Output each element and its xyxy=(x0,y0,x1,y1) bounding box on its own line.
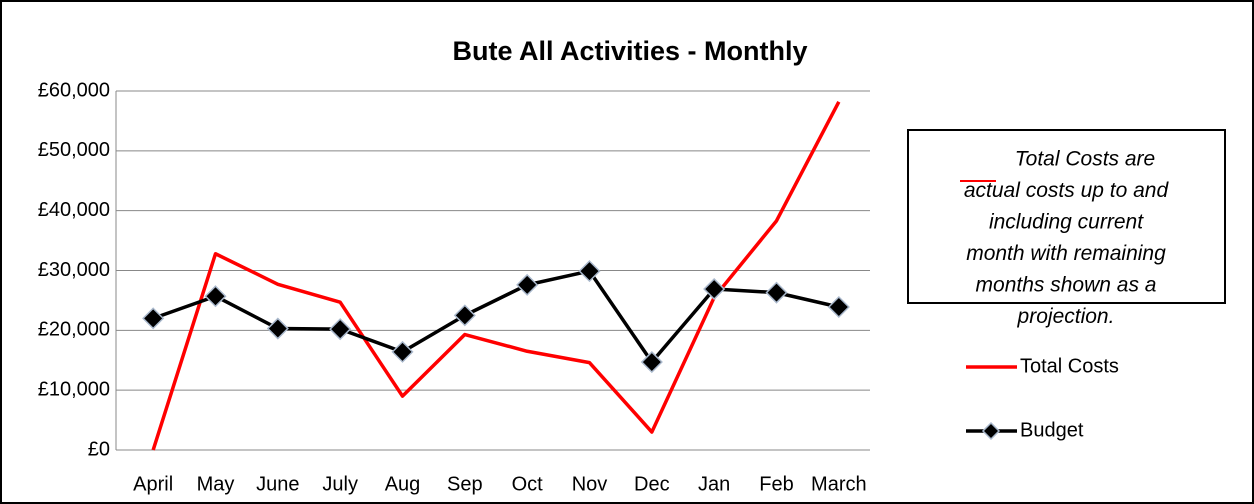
x-tick-label: June xyxy=(256,473,299,495)
y-tick-label: £20,000 xyxy=(38,319,110,341)
x-tick-label: May xyxy=(197,473,235,495)
x-tick-label: Nov xyxy=(572,473,608,495)
y-tick-label: £40,000 xyxy=(38,199,110,221)
data-point xyxy=(204,285,227,308)
data-point xyxy=(142,307,165,330)
data-point xyxy=(640,350,663,374)
annotation-box xyxy=(907,129,1226,304)
legend-label: Total Costs xyxy=(1020,355,1119,377)
y-tick-label: £10,000 xyxy=(38,378,110,400)
x-tick-label: Oct xyxy=(512,473,544,495)
x-tick-label: Sep xyxy=(447,473,483,495)
annotation-text: actual costs up to and xyxy=(964,179,1170,202)
data-point xyxy=(329,318,352,341)
data-point xyxy=(453,304,476,327)
x-tick-label: April xyxy=(133,473,173,495)
data-point xyxy=(703,277,726,301)
annotation-text: month with remaining xyxy=(966,242,1166,265)
x-tick-label: Dec xyxy=(634,473,670,495)
data-point xyxy=(266,317,289,340)
grid xyxy=(116,90,870,451)
data-point xyxy=(578,260,601,283)
y-tick-label: £60,000 xyxy=(38,79,110,101)
annotation-text: including current xyxy=(989,211,1144,234)
x-tick-label: March xyxy=(811,473,867,495)
annotation-text: months shown as a xyxy=(976,274,1157,297)
data-point xyxy=(516,273,539,296)
data-point xyxy=(391,340,414,363)
y-tick-label: £0 xyxy=(88,438,110,460)
x-tick-label: July xyxy=(322,473,358,495)
y-tick-label: £30,000 xyxy=(38,259,110,281)
chart-title: Bute All Activities - Monthly xyxy=(452,36,807,66)
x-tick-label: Aug xyxy=(385,473,421,495)
data-point xyxy=(827,295,850,319)
legend-marker xyxy=(981,421,1001,441)
legend-label: Budget xyxy=(1020,419,1084,441)
x-tick-label: Jan xyxy=(698,473,730,495)
annotation-text: projection. xyxy=(1017,305,1115,328)
series-line xyxy=(151,100,841,451)
x-tick-label: Feb xyxy=(759,473,793,495)
annotation-text: Total Costs are xyxy=(1015,148,1155,171)
data-point xyxy=(765,281,788,304)
y-tick-label: £50,000 xyxy=(38,139,110,161)
